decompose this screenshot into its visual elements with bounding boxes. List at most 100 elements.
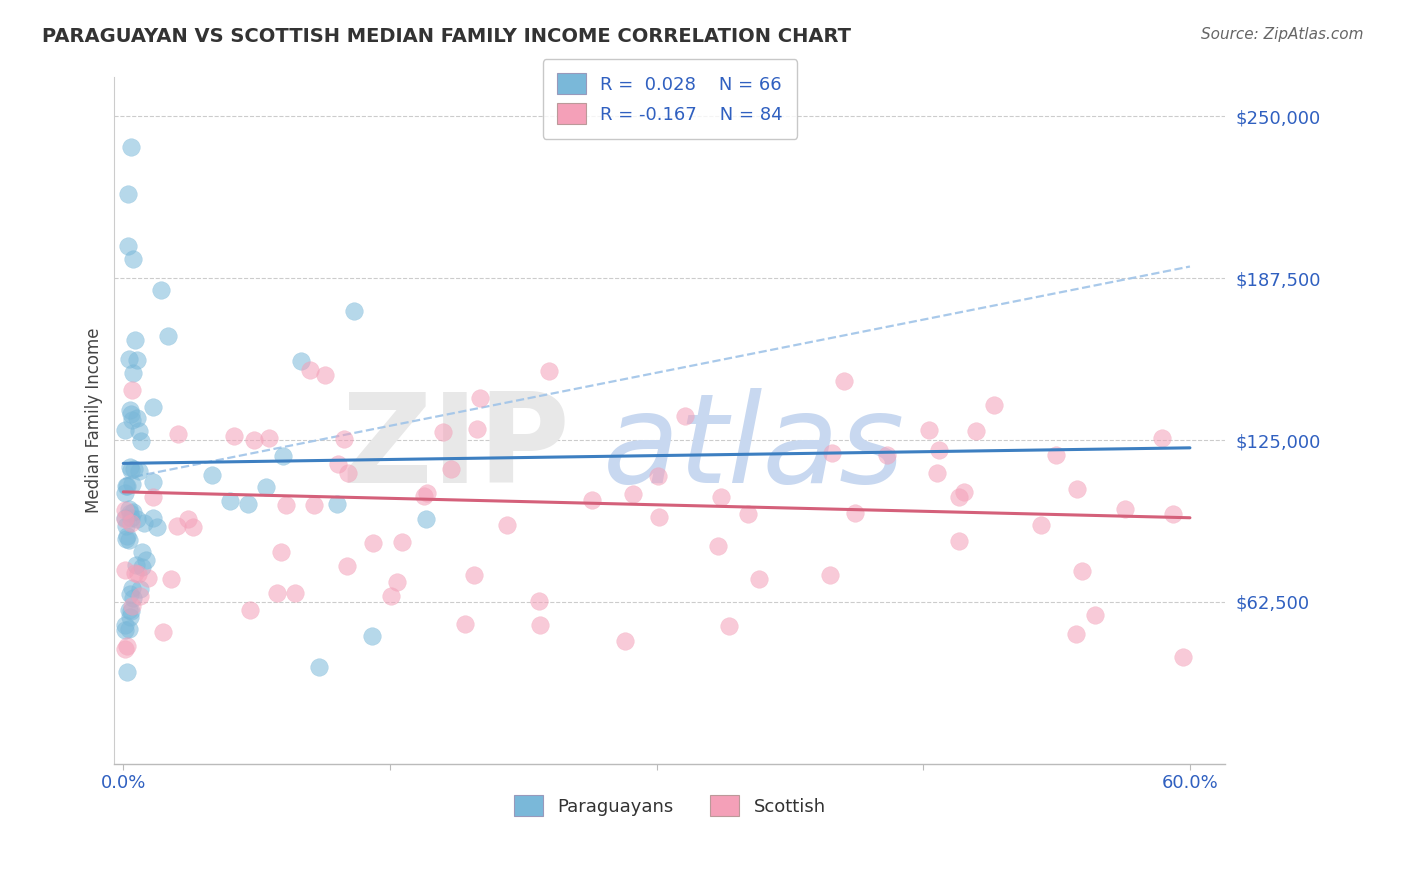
- Legend: Paraguayans, Scottish: Paraguayans, Scottish: [508, 789, 832, 823]
- Point: [142, 490, 165, 504]
- Point: [129, 434, 152, 448]
- Point: [121, 413, 143, 427]
- Point: [114, 642, 136, 657]
- Point: [114, 486, 136, 500]
- Point: [361, 629, 384, 643]
- Point: [707, 539, 730, 553]
- Point: [145, 520, 167, 534]
- Point: [118, 603, 141, 617]
- Point: [127, 567, 149, 582]
- Point: [114, 502, 136, 516]
- Point: [918, 423, 941, 437]
- Point: [710, 490, 733, 504]
- Point: [621, 486, 644, 500]
- Point: [1114, 501, 1136, 516]
- Point: [274, 498, 297, 512]
- Point: [114, 519, 136, 533]
- Point: [120, 140, 142, 154]
- Point: [673, 409, 696, 423]
- Point: [952, 485, 974, 500]
- Point: [122, 462, 145, 476]
- Point: [380, 590, 402, 604]
- Point: [948, 490, 970, 504]
- Point: [343, 303, 366, 318]
- Point: [125, 512, 148, 526]
- Point: [122, 252, 145, 266]
- Text: Source: ZipAtlas.com: Source: ZipAtlas.com: [1201, 27, 1364, 42]
- Point: [415, 512, 437, 526]
- Point: [118, 501, 141, 516]
- Point: [128, 589, 150, 603]
- Point: [142, 510, 165, 524]
- Point: [613, 633, 636, 648]
- Point: [737, 507, 759, 521]
- Point: [115, 639, 138, 653]
- Point: [121, 477, 143, 491]
- Point: [581, 492, 603, 507]
- Point: [120, 604, 142, 618]
- Point: [114, 511, 136, 525]
- Point: [821, 445, 844, 459]
- Point: [844, 506, 866, 520]
- Point: [243, 433, 266, 447]
- Point: [121, 383, 143, 397]
- Point: [527, 594, 550, 608]
- Point: [120, 610, 142, 624]
- Point: [128, 464, 150, 478]
- Point: [120, 516, 142, 531]
- Point: [132, 516, 155, 530]
- Point: [181, 520, 204, 534]
- Point: [432, 425, 454, 440]
- Point: [948, 533, 970, 548]
- Text: ZIP: ZIP: [342, 388, 569, 508]
- Point: [167, 427, 190, 442]
- Point: [314, 368, 336, 383]
- Point: [876, 448, 898, 462]
- Point: [118, 352, 141, 367]
- Point: [120, 403, 142, 417]
- Point: [1071, 564, 1094, 578]
- Point: [1045, 448, 1067, 462]
- Point: [257, 431, 280, 445]
- Point: [1066, 482, 1088, 496]
- Point: [290, 354, 312, 368]
- Point: [529, 618, 551, 632]
- Point: [284, 586, 307, 600]
- Point: [121, 367, 143, 381]
- Point: [118, 622, 141, 636]
- Point: [983, 397, 1005, 411]
- Point: [337, 466, 360, 480]
- Point: [440, 461, 463, 475]
- Point: [124, 566, 146, 581]
- Point: [748, 572, 770, 586]
- Point: [224, 428, 246, 442]
- Point: [115, 529, 138, 543]
- Point: [117, 186, 139, 201]
- Point: [299, 363, 322, 377]
- Point: [495, 518, 517, 533]
- Point: [454, 616, 477, 631]
- Point: [121, 581, 143, 595]
- Point: [965, 424, 987, 438]
- Point: [328, 457, 350, 471]
- Point: [648, 509, 671, 524]
- Point: [125, 558, 148, 572]
- Point: [152, 625, 174, 640]
- Point: [325, 497, 347, 511]
- Point: [925, 466, 948, 480]
- Point: [270, 545, 292, 559]
- Point: [120, 460, 142, 475]
- Point: [117, 239, 139, 253]
- Point: [647, 468, 669, 483]
- Point: [387, 575, 409, 590]
- Point: [142, 400, 165, 414]
- Point: [127, 353, 149, 368]
- Point: [115, 479, 138, 493]
- Point: [114, 623, 136, 637]
- Point: [114, 511, 136, 525]
- Point: [391, 534, 413, 549]
- Point: [120, 407, 142, 421]
- Point: [114, 563, 136, 577]
- Point: [118, 533, 141, 547]
- Point: [117, 665, 139, 680]
